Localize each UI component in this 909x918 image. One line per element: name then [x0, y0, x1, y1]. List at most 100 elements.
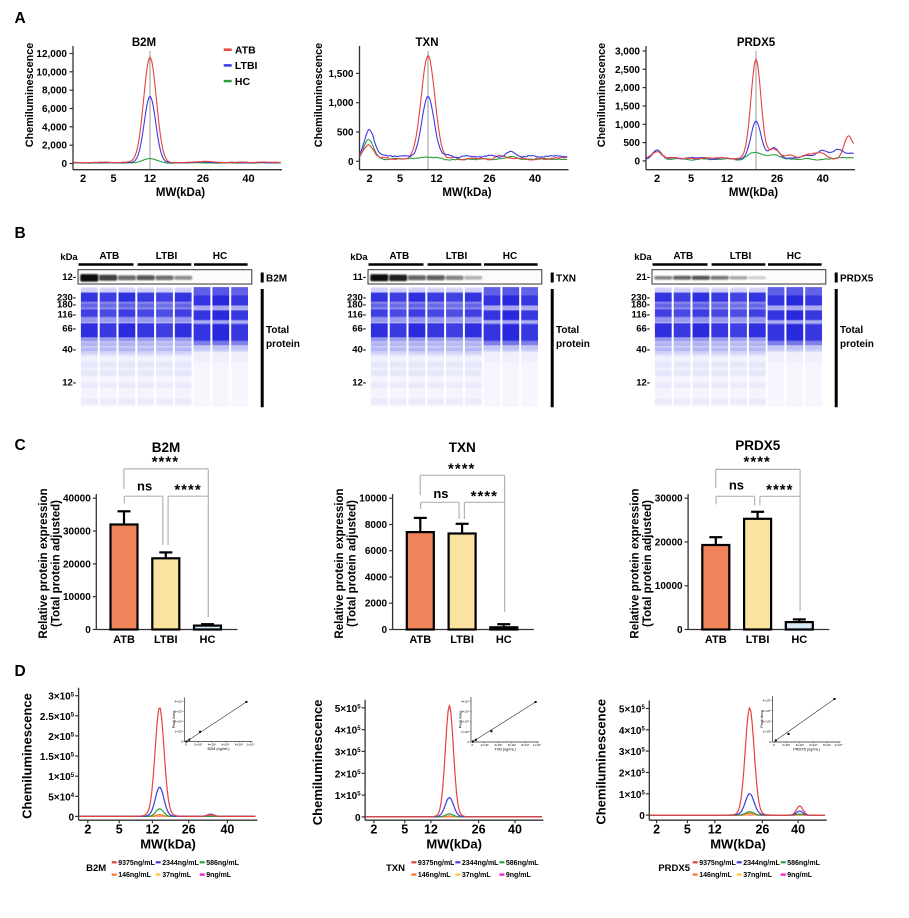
- svg-text:586ng/mL: 586ng/mL: [787, 860, 820, 867]
- svg-text:26: 26: [755, 823, 769, 837]
- svg-text:****: ****: [744, 454, 771, 471]
- svg-text:1×105: 1×105: [335, 791, 362, 802]
- svg-text:21-: 21-: [636, 272, 650, 283]
- svg-text:****: ****: [152, 454, 179, 471]
- svg-text:MW(kDa): MW(kDa): [156, 187, 205, 199]
- svg-text:5×105: 5×105: [335, 704, 362, 715]
- svg-text:8×10³: 8×10³: [235, 743, 243, 747]
- svg-text:MW(kDa): MW(kDa): [140, 837, 196, 852]
- svg-text:230-: 230-: [631, 293, 650, 304]
- svg-text:0: 0: [181, 740, 183, 744]
- svg-text:protein: protein: [840, 339, 874, 350]
- svg-text:2,500: 2,500: [615, 65, 640, 76]
- svg-text:Relative protein expression: Relative protein expression: [38, 488, 50, 638]
- svg-text:37ng/mL: 37ng/mL: [743, 872, 773, 879]
- svg-text:2344ng/mL: 2344ng/mL: [162, 860, 199, 867]
- svg-text:230-: 230-: [347, 293, 366, 304]
- svg-text:6,000: 6,000: [42, 104, 67, 115]
- svg-text:2: 2: [366, 173, 372, 185]
- svg-text:LTBI: LTBI: [730, 251, 752, 262]
- svg-text:Chemiluminescence: Chemiluminescence: [310, 699, 325, 825]
- svg-text:4×10³: 4×10³: [494, 743, 502, 747]
- svg-text:2: 2: [370, 823, 377, 837]
- svg-text:4×105: 4×105: [619, 726, 646, 737]
- svg-text:9ng/mL: 9ng/mL: [206, 872, 232, 879]
- svg-text:HC: HC: [235, 76, 251, 88]
- svg-text:Relative protein expression: Relative protein expression: [334, 488, 346, 638]
- svg-text:26: 26: [182, 823, 196, 837]
- svg-text:3×10⁶: 3×10⁶: [461, 710, 470, 714]
- svg-text:66-: 66-: [636, 324, 650, 335]
- svg-text:180-: 180-: [57, 300, 76, 311]
- svg-text:5: 5: [110, 173, 116, 185]
- svg-text:0: 0: [348, 157, 354, 168]
- svg-text:40: 40: [791, 823, 805, 837]
- svg-text:12-: 12-: [352, 378, 366, 389]
- svg-text:500: 500: [623, 138, 640, 149]
- svg-text:****: ****: [174, 482, 201, 499]
- svg-text:40: 40: [508, 823, 522, 837]
- svg-text:B2M: B2M: [132, 37, 156, 49]
- svg-text:ATB: ATB: [235, 45, 256, 57]
- svg-text:146ng/mL: 146ng/mL: [418, 872, 451, 879]
- svg-text:C: C: [15, 437, 26, 454]
- svg-text:****: ****: [766, 481, 793, 498]
- svg-text:12: 12: [424, 823, 438, 837]
- svg-text:116-: 116-: [58, 310, 77, 321]
- svg-text:HC: HC: [503, 251, 517, 262]
- svg-text:MW(kDa): MW(kDa): [729, 187, 778, 199]
- svg-text:180-: 180-: [347, 300, 366, 311]
- svg-text:8000: 8000: [365, 520, 388, 531]
- svg-text:586ng/mL: 586ng/mL: [206, 860, 239, 867]
- svg-text:40: 40: [220, 823, 234, 837]
- svg-text:2×10³: 2×10³: [782, 743, 790, 747]
- svg-text:2: 2: [654, 173, 660, 185]
- svg-text:B: B: [15, 225, 26, 242]
- svg-text:1×105: 1×105: [619, 790, 646, 801]
- svg-text:LTBI: LTBI: [450, 634, 474, 646]
- svg-text:0: 0: [85, 625, 91, 636]
- svg-text:kDa: kDa: [634, 252, 652, 263]
- svg-text:2,000: 2,000: [615, 83, 640, 94]
- svg-text:116-: 116-: [348, 310, 367, 321]
- svg-text:(Total protein adjusted): (Total protein adjusted): [347, 500, 359, 627]
- svg-text:5×104: 5×104: [48, 792, 75, 803]
- svg-text:0: 0: [355, 813, 361, 824]
- svg-text:B2M: B2M: [86, 863, 106, 874]
- svg-text:4000: 4000: [365, 572, 388, 583]
- svg-text:9ng/mL: 9ng/mL: [787, 872, 813, 879]
- svg-text:146ng/mL: 146ng/mL: [699, 872, 732, 879]
- svg-text:1.5×105: 1.5×105: [40, 752, 75, 763]
- svg-text:Chemiluminescence: Chemiluminescence: [20, 693, 35, 819]
- svg-text:Total: Total: [840, 325, 863, 336]
- svg-text:8×10³: 8×10³: [823, 743, 831, 747]
- svg-text:40-: 40-: [636, 345, 650, 356]
- svg-text:6×10³: 6×10³: [221, 743, 229, 747]
- svg-text:26: 26: [472, 823, 486, 837]
- svg-text:Peak Area: Peak Area: [760, 709, 764, 727]
- svg-text:40-: 40-: [352, 345, 366, 356]
- svg-text:Relative protein expression: Relative protein expression: [630, 488, 642, 638]
- svg-text:40: 40: [242, 173, 254, 185]
- svg-text:Total: Total: [556, 325, 579, 336]
- svg-text:4×10⁶: 4×10⁶: [174, 700, 183, 704]
- svg-text:HC: HC: [213, 251, 227, 262]
- svg-text:0: 0: [634, 156, 640, 167]
- svg-text:2×10⁶: 2×10⁶: [763, 719, 772, 723]
- svg-text:1×105: 1×105: [48, 772, 75, 783]
- svg-text:Chemiluminescence: Chemiluminescence: [596, 43, 608, 147]
- svg-text:3×105: 3×105: [335, 747, 362, 758]
- svg-text:5: 5: [401, 823, 408, 837]
- svg-text:2: 2: [80, 173, 86, 185]
- svg-text:37ng/mL: 37ng/mL: [462, 872, 492, 879]
- svg-text:2×10³: 2×10³: [481, 743, 489, 747]
- svg-text:****: ****: [471, 488, 498, 505]
- svg-text:2×105: 2×105: [335, 769, 362, 780]
- svg-text:B2M: B2M: [152, 440, 181, 455]
- svg-text:180-: 180-: [631, 300, 650, 311]
- svg-text:protein: protein: [266, 339, 300, 350]
- svg-text:2×10⁶: 2×10⁶: [461, 720, 470, 724]
- svg-text:0: 0: [69, 812, 75, 823]
- svg-text:9375ng/mL: 9375ng/mL: [699, 860, 736, 867]
- svg-text:0: 0: [61, 159, 67, 170]
